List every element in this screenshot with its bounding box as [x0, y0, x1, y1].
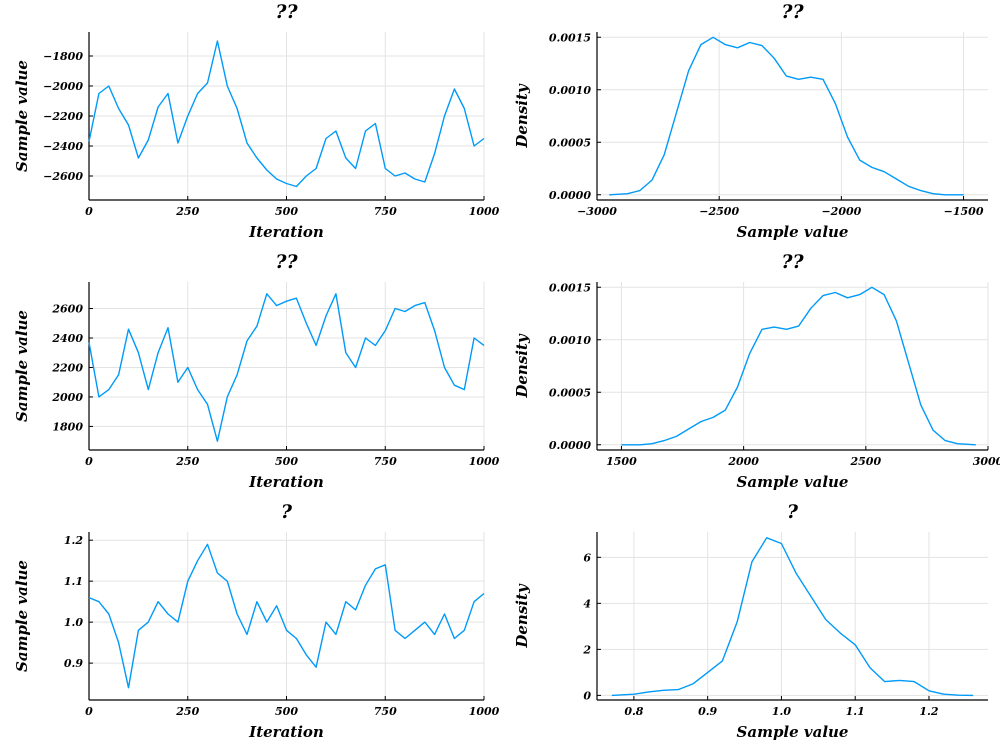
x-axis-label: Sample value: [737, 723, 849, 741]
y-tick-label: 1.1: [64, 575, 83, 588]
panel-title: ?: [281, 501, 293, 523]
x-tick-label: 1.2: [919, 705, 938, 718]
y-axis-label: Sample value: [13, 60, 31, 172]
y-tick-label: 1.0: [64, 616, 83, 629]
x-tick-label: 1.1: [846, 705, 865, 718]
x-tick-label: −3000: [577, 205, 617, 218]
y-tick-label: 0: [583, 689, 591, 702]
y-tick-label: 0.0000: [549, 189, 591, 202]
panel-5-trace: 0 250 500 750 1000 0.9 1.0 1.1 1.2? Iteration Samp…: [13, 501, 500, 741]
x-tick-label: 2500: [850, 455, 882, 468]
x-tick-label: 250: [175, 205, 199, 218]
panel-title: ??: [781, 1, 804, 23]
y-axis-label: Density: [513, 583, 531, 649]
y-tick-label: 2600: [51, 303, 83, 316]
x-axis-label: Iteration: [248, 223, 324, 241]
y-tick-label: −2000: [43, 80, 83, 93]
x-axis-label: Iteration: [248, 723, 324, 741]
y-tick-label: 0.0005: [549, 136, 591, 149]
x-axis-label: Iteration: [248, 473, 324, 491]
density-series-line: [609, 36, 964, 196]
y-tick-label: 1.2: [64, 534, 83, 547]
y-tick-label: 0.9: [64, 657, 83, 670]
x-tick-label: 0: [85, 205, 93, 218]
x-axis-label: Sample value: [737, 223, 849, 241]
x-tick-label: 750: [374, 705, 397, 718]
y-axis-label: Density: [513, 83, 531, 149]
y-tick-label: 2000: [51, 391, 83, 404]
y-tick-label: 0.0000: [549, 439, 591, 452]
y-axis-label: Sample value: [13, 310, 31, 422]
y-tick-label: −1800: [43, 50, 83, 63]
x-tick-label: −2500: [699, 205, 739, 218]
x-tick-label: 0: [85, 455, 93, 468]
y-tick-label: 0.0015: [549, 281, 591, 294]
panel-title: ??: [781, 251, 804, 273]
x-tick-label: 1000: [469, 705, 500, 718]
x-tick-label: 0.9: [698, 705, 717, 718]
y-tick-label: 2200: [51, 361, 83, 374]
y-tick-label: 0.0015: [549, 31, 591, 44]
y-tick-label: −2200: [43, 110, 83, 123]
panel-3-trace: 0 250 500 750 1000 1800 2000 2200 2400 2600?? Iter…: [13, 251, 500, 491]
panel-1-trace: 0 250 500 750 1000 −2600 −2400 −2200 −2000 −1800?…: [13, 1, 500, 241]
x-tick-label: 500: [275, 705, 298, 718]
panel-2-density: −3000 −2500 −2000 −1500 0.0000 0.0005 0.0010 0.…: [513, 1, 988, 241]
x-tick-label: 500: [275, 455, 298, 468]
panel-4-density: 1500 2000 2500 3000 0.0000 0.0005 0.0010 0.0015…: [513, 251, 1000, 491]
trace-series-line: [88, 293, 485, 442]
y-tick-label: −2400: [43, 140, 83, 153]
x-tick-label: 1.0: [772, 705, 791, 718]
x-tick-label: 3000: [973, 455, 1000, 468]
y-tick-label: 2400: [51, 332, 83, 345]
y-tick-label: 4: [583, 597, 591, 610]
density-series-line: [611, 537, 974, 697]
x-axis-label: Sample value: [737, 473, 849, 491]
panel-title: ??: [275, 251, 298, 273]
panel-6-density: 0.8 0.9 1.0 1.1 1.2 0 2 4 6? Sample value Density: [513, 501, 988, 741]
x-tick-label: 500: [275, 205, 298, 218]
y-tick-label: 0.0010: [549, 84, 591, 97]
y-tick-label: 2: [582, 643, 591, 656]
x-tick-label: 2000: [727, 455, 759, 468]
y-tick-label: 0.0005: [549, 386, 591, 399]
y-axis-label: Density: [513, 333, 531, 399]
x-tick-label: 1000: [469, 455, 500, 468]
x-tick-label: 0.8: [624, 705, 643, 718]
x-tick-label: 750: [374, 205, 397, 218]
y-tick-label: 6: [583, 551, 591, 564]
y-tick-label: 1800: [52, 420, 83, 433]
panel-title: ?: [787, 501, 799, 523]
y-axis-label: Sample value: [13, 560, 31, 672]
x-tick-label: −2000: [821, 205, 861, 218]
x-tick-label: 750: [374, 455, 397, 468]
y-tick-label: 0.0010: [549, 334, 591, 347]
x-tick-label: −1500: [944, 205, 984, 218]
density-series-line: [621, 286, 976, 446]
x-tick-label: 250: [175, 705, 199, 718]
trace-series-line: [88, 40, 485, 188]
x-tick-label: 1000: [469, 205, 500, 218]
panel-title: ??: [275, 1, 298, 23]
x-tick-label: 0: [85, 705, 93, 718]
x-tick-label: 1500: [606, 455, 637, 468]
y-tick-label: −2600: [43, 170, 83, 183]
x-tick-label: 250: [175, 455, 199, 468]
trace-series-line: [88, 543, 485, 689]
